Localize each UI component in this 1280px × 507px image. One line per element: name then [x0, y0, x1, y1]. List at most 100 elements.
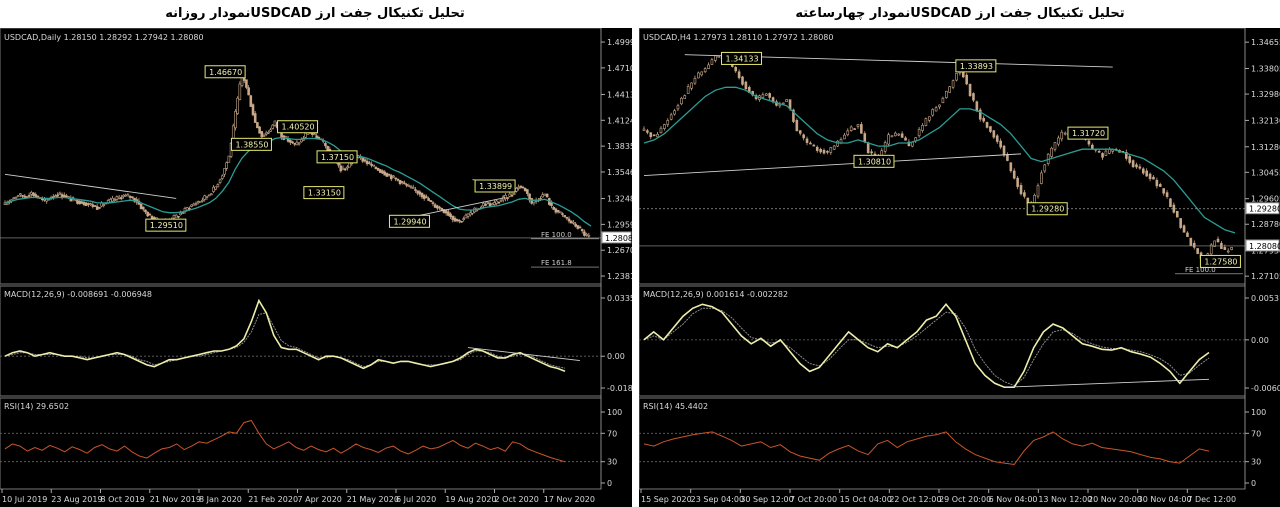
fibo-level-label-daily: FE 100.0 [541, 231, 572, 239]
candle-body-daily [583, 231, 586, 236]
x-tick-label-h4: 30 Nov 04:00 [1138, 495, 1192, 504]
x-tick-label-h4: 6 Nov 04:00 [989, 495, 1038, 504]
candle-body-daily [420, 192, 424, 198]
candle-body-daily [45, 198, 49, 202]
trendline-daily [4, 173, 177, 199]
price-label-daily: 1.40520 [282, 123, 315, 132]
x-tick-label-daily: 10 Jul 2019 [2, 495, 47, 504]
candle-body-h4 [1006, 154, 1009, 161]
candle-body-daily [58, 192, 62, 195]
candle-body-daily [41, 198, 44, 201]
chart-panel-daily: 1.49995 1.47105 1.44130 1.41240 1.38350 1.354… [0, 28, 632, 507]
candle-body-h4 [1043, 164, 1047, 172]
candle-body-h4 [1002, 145, 1006, 156]
price-label-daily: 1.29510 [150, 221, 183, 230]
candle-body-h4 [1145, 170, 1148, 177]
candle-body-h4 [802, 134, 805, 139]
candle-body-daily [5, 202, 9, 205]
candle-body-h4 [734, 67, 738, 72]
fibo-level-label-h4: FE 100.0 [1185, 266, 1216, 274]
candle-body-h4 [968, 83, 972, 97]
candle-body-h4 [809, 142, 812, 145]
candle-body-h4 [989, 126, 992, 132]
candle-body-daily [580, 229, 584, 232]
symbol-info-h4: USDCAD,H4 1.27973 1.28110 1.27972 1.2808… [643, 33, 833, 42]
trendline-h4 [643, 153, 1022, 177]
candle-body-daily [148, 213, 152, 216]
candle-body-daily [405, 184, 408, 186]
candle-body-daily [181, 212, 185, 215]
candle-body-h4 [832, 145, 836, 150]
candle-body-h4 [849, 126, 853, 131]
candle-body-h4 [1223, 247, 1227, 250]
y-tick-label-h4: 1.32130 [1251, 116, 1280, 125]
candle-body-daily [139, 203, 143, 210]
candle-body-daily [60, 194, 64, 198]
candle-body-daily [444, 210, 448, 214]
candle-body-daily [291, 141, 294, 144]
candle-body-h4 [1135, 164, 1138, 168]
candle-body-daily [392, 175, 395, 178]
candle-body-daily [554, 208, 558, 213]
candle-body-daily [273, 120, 277, 126]
rsi-tick-label-daily: 30 [607, 458, 617, 467]
candle-body-daily [84, 202, 88, 206]
candle-body-daily [43, 199, 46, 201]
candle-body-daily [109, 199, 112, 203]
candle-body-daily [220, 175, 224, 179]
candle-body-h4 [856, 124, 860, 127]
candle-body-h4 [911, 142, 914, 147]
rsi-line-daily [4, 419, 566, 463]
candle-body-daily [205, 195, 209, 198]
macd-trendline-h4 [1004, 378, 1210, 388]
candle-body-daily [508, 193, 512, 197]
candle-body-daily [82, 201, 86, 205]
candle-body-daily [567, 218, 571, 222]
candle-body-h4 [934, 107, 938, 112]
candle-body-h4 [1138, 166, 1142, 169]
candle-body-daily [422, 194, 426, 199]
candle-body-daily [253, 113, 257, 123]
x-tick-label-h4: 30 Sep 12:00 [740, 495, 793, 504]
candle-body-daily [436, 205, 439, 209]
current-price-box-h4 [1245, 239, 1280, 252]
candle-body-h4 [1179, 218, 1182, 228]
candle-body-daily [416, 190, 419, 194]
candle-body-daily [541, 194, 545, 198]
candle-body-daily [249, 95, 253, 107]
candle-body-daily [54, 195, 57, 198]
price-label-box-daily [388, 214, 430, 228]
x-tick-label-h4: 15 Oct 04:00 [840, 495, 892, 504]
candle-body-daily [427, 198, 430, 201]
price-label-h4: 1.30810 [858, 157, 891, 166]
candle-body-h4 [686, 86, 690, 94]
candle-body-daily [495, 200, 498, 204]
current-price-label-h4: 1.28080 [1249, 242, 1280, 251]
candle-body-daily [122, 194, 125, 197]
candle-body-h4 [1091, 144, 1094, 150]
candle-body-daily [363, 159, 367, 162]
candle-body-daily [89, 203, 92, 206]
candle-body-daily [484, 204, 487, 206]
candle-body-h4 [673, 110, 676, 115]
y-tick-label-h4: 1.31280 [1251, 143, 1280, 152]
candle-body-h4 [907, 141, 911, 146]
candle-body-daily [343, 168, 347, 171]
candle-body-daily [124, 194, 128, 197]
price-label-box-daily [277, 120, 319, 134]
price-label-box-h4 [1026, 202, 1068, 216]
candle-body-h4 [669, 114, 673, 120]
price-label-box-daily [204, 65, 246, 79]
y-tick-label-daily: 1.49995 [607, 38, 632, 47]
macd-line-h4 [643, 303, 1210, 389]
candle-body-daily [433, 204, 437, 208]
candle-body-daily [120, 197, 123, 200]
candle-body-h4 [948, 86, 951, 93]
candle-body-daily [576, 225, 580, 229]
candle-body-daily [383, 171, 386, 176]
candle-body-daily [207, 194, 211, 197]
candle-body-h4 [1182, 225, 1186, 233]
candle-body-h4 [829, 147, 833, 153]
candle-body-h4 [1012, 170, 1016, 179]
candle-body-h4 [978, 109, 982, 120]
